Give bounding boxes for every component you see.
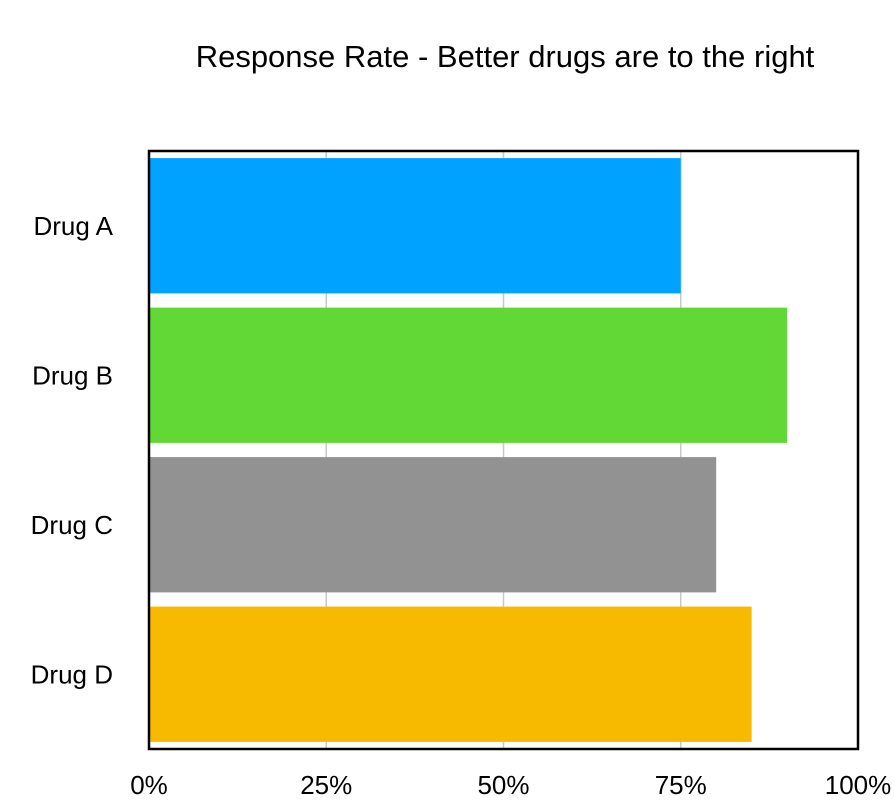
bar-drug-c — [149, 457, 717, 593]
category-label: Drug A — [34, 211, 114, 241]
category-labels: Drug A Drug B Drug C Drug D — [31, 211, 114, 690]
bars — [149, 158, 788, 742]
plot-frame — [147, 149, 860, 751]
chart-title: Response Rate - Better drugs are to the … — [195, 39, 815, 74]
bar-drug-b — [149, 307, 788, 443]
x-tick-labels: 0% 25% 50% 75% 100% — [130, 770, 891, 800]
category-label: Drug D — [31, 659, 113, 689]
x-tick-label: 75% — [655, 770, 707, 800]
x-tick-label: 25% — [300, 770, 352, 800]
bar-drug-d — [149, 606, 752, 742]
x-tick-label: 100% — [825, 770, 892, 800]
category-label: Drug C — [31, 510, 113, 540]
x-tick-label: 0% — [130, 770, 168, 800]
category-label: Drug B — [32, 360, 113, 390]
x-tick-label: 50% — [477, 770, 529, 800]
bar-drug-a — [149, 158, 681, 294]
